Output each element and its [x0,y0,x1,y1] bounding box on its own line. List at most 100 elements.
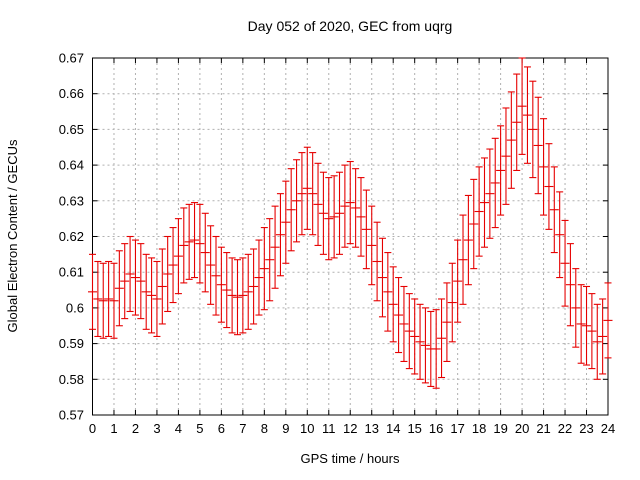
error-bar [394,277,404,354]
y-tick-label: 0.63 [59,193,84,208]
error-bar [517,57,527,155]
error-bar [104,260,114,338]
error-bar [351,168,361,248]
error-bar [372,221,382,302]
x-tick-label: 14 [386,421,400,436]
x-tick-label: 11 [322,421,336,436]
error-bar [318,171,328,255]
x-tick-label: 0 [89,421,96,436]
x-tick-label: 5 [196,421,203,436]
error-bar [539,118,549,216]
error-bar [565,243,575,327]
error-bar [275,193,285,277]
error-bar [431,309,441,389]
error-bar [109,262,119,339]
error-bar [313,162,323,246]
error-bar [340,164,350,248]
error-bar [211,235,221,316]
x-tick-label: 2 [132,421,139,436]
error-bar [576,284,586,364]
x-tick-label: 4 [175,421,182,436]
error-bar [200,212,210,293]
error-bar [238,257,248,334]
error-bar [270,205,280,289]
error-bar [442,282,452,363]
x-tick-label: 10 [300,421,314,436]
x-tick-label: 12 [343,421,357,436]
y-tick-label: 0.67 [59,51,84,66]
error-bar [474,166,484,257]
error-bar [88,253,97,330]
error-bar [249,248,259,325]
x-tick-label: 21 [536,421,550,436]
x-tick-label: 23 [579,421,593,436]
y-tick-label: 0.59 [59,336,84,351]
error-bar [168,227,178,304]
error-bar [485,148,495,239]
error-bar [388,266,398,343]
x-tick-label: 13 [364,421,378,436]
error-bar [206,225,216,305]
y-tick-label: 0.62 [59,229,84,244]
error-bar [136,243,146,320]
x-tick-label: 1 [110,421,117,436]
error-bar [297,152,307,236]
error-bar [367,205,377,286]
error-bar [222,252,232,329]
error-bar [463,194,473,286]
error-bar [603,282,613,359]
error-bar [506,91,516,189]
error-bar [458,214,468,305]
error-bar [490,137,500,229]
x-tick-label: 8 [261,421,268,436]
error-bar [254,239,264,316]
error-bar [420,307,430,384]
error-bar [173,218,183,295]
x-tick-label: 17 [450,421,464,436]
error-bar [555,191,565,279]
x-axis-label: GPS time / hours [301,451,400,466]
error-bar [383,252,393,332]
error-bar [549,166,559,254]
x-tick-label: 16 [429,421,443,436]
error-bar [356,177,366,257]
x-tick-label: 24 [601,421,615,436]
error-bar [522,66,532,164]
error-bar [415,303,425,380]
x-tick-label: 9 [282,421,289,436]
error-bar [377,237,387,318]
error-bar [361,189,371,270]
error-bar [147,257,157,334]
error-bar [437,298,447,379]
x-tick-label: 20 [515,421,529,436]
error-bar [587,293,597,370]
error-bar [501,107,511,205]
error-bar [216,246,226,323]
error-bar [259,227,269,311]
error-bar [533,96,543,195]
y-tick-label: 0.65 [59,122,84,137]
error-bar [292,159,302,243]
x-tick-label: 6 [218,421,225,436]
error-bar [544,143,554,230]
x-tick-label: 7 [239,421,246,436]
error-bar [592,303,602,380]
error-bar [404,293,414,370]
error-bar [329,175,339,259]
error-bar [512,73,522,172]
y-tick-label: 0.58 [59,372,84,387]
error-bar [496,125,506,216]
error-bar [114,250,124,327]
error-bar [560,219,570,307]
error-bar [227,257,237,334]
error-bar [324,177,334,261]
error-bar [179,207,189,284]
error-bar [243,253,253,330]
tick-marks-layer [92,57,609,416]
y-axis-label: Global Electron Content / GECUs [5,139,20,332]
error-bar [184,203,194,280]
error-bar [308,152,318,236]
